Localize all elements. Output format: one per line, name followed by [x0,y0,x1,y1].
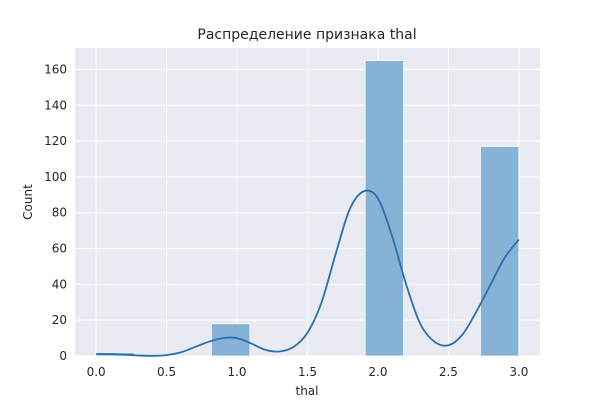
x-tick-label: 1.0 [227,365,246,379]
y-tick-label: 40 [52,277,67,291]
x-tick-label: 2.5 [439,365,458,379]
x-tick-label: 2.0 [368,365,387,379]
kde-line [96,189,520,357]
y-tick-label: 100 [44,170,67,184]
y-axis-label: Count [21,184,35,220]
y-tick-label: 20 [52,313,67,327]
histogram-bar [479,146,520,357]
bars [95,60,520,357]
y-tick-label: 80 [52,206,67,220]
chart-title: Распределение признака thal [197,27,416,43]
y-axis-ticks: 0 20 40 60 80 100 120 140 160 [44,62,67,363]
y-tick-label: 140 [44,98,67,112]
x-axis-label: thal [296,384,319,398]
x-tick-label: 0.0 [87,365,106,379]
y-tick-label: 60 [52,242,67,256]
x-tick-label: 0.5 [157,365,176,379]
y-tick-label: 160 [44,62,67,76]
x-axis-ticks: 0.0 0.5 1.0 1.5 2.0 2.5 3.0 [87,365,529,379]
histogram-bar [364,60,404,357]
y-tick-label: 0 [59,349,67,363]
y-tick-label: 120 [44,134,67,148]
x-tick-label: 1.5 [298,365,317,379]
x-tick-label: 3.0 [509,365,528,379]
